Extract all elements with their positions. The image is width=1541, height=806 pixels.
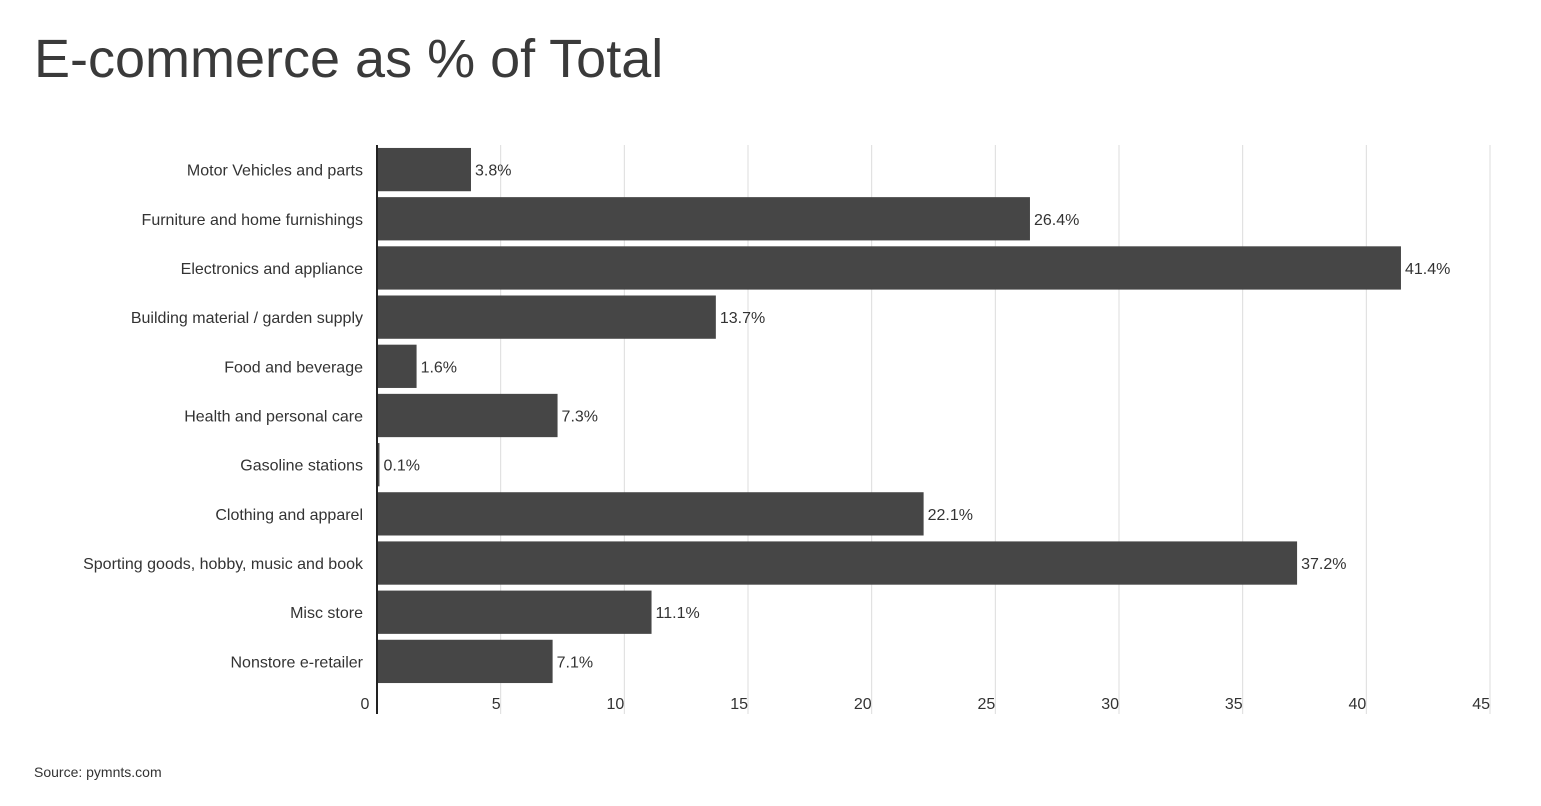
category-label: Nonstore e-retailer	[231, 654, 364, 671]
bar	[377, 443, 380, 487]
source-note: Source: pymnts.com	[34, 764, 162, 780]
category-label: Clothing and apparel	[215, 507, 363, 524]
bar	[377, 639, 553, 684]
category-label: Building material / garden supply	[131, 310, 363, 327]
category-label: Furniture and home furnishings	[142, 212, 363, 229]
category-label: Misc store	[290, 605, 363, 622]
x-tick-label: 5	[492, 696, 501, 713]
bar	[377, 492, 924, 536]
bar	[377, 197, 1030, 241]
data-label: 13.7%	[720, 310, 765, 327]
x-tick-label: 40	[1349, 696, 1367, 713]
data-label: 3.8%	[475, 163, 511, 180]
bar	[377, 246, 1401, 290]
data-labels: 3.8% 26.4% 41.4% 13.7% 1.6% 7.3% 0.1% 22.1% 37.2…	[383, 163, 1450, 672]
bar	[377, 344, 417, 388]
x-tick-label: 10	[607, 696, 625, 713]
data-label: 0.1%	[383, 458, 419, 475]
category-label: Electronics and appliance	[181, 261, 363, 278]
x-tick-label: 45	[1472, 696, 1490, 713]
category-label: Sporting goods, hobby, music and book	[83, 556, 364, 573]
bar	[377, 590, 652, 634]
data-label: 11.1%	[656, 605, 700, 622]
data-label: 26.4%	[1034, 212, 1079, 229]
x-tick-label: 35	[1225, 696, 1243, 713]
bars	[377, 147, 1401, 684]
data-label: 7.1%	[557, 654, 593, 671]
data-label: 7.3%	[562, 409, 598, 426]
bar	[377, 147, 471, 192]
x-axis-ticks: 0 5 10 15 20 25 30 35 40 45	[361, 696, 1491, 713]
chart-title: E-commerce as % of Total	[34, 29, 664, 89]
x-tick-label: 25	[978, 696, 996, 713]
bar	[377, 541, 1298, 585]
data-label: 22.1%	[928, 507, 973, 524]
data-label: 1.6%	[421, 359, 457, 376]
x-tick-label: 15	[730, 696, 748, 713]
category-label: Health and personal care	[184, 409, 363, 426]
data-label: 41.4%	[1405, 261, 1450, 278]
x-tick-label: 0	[361, 696, 370, 713]
bar	[377, 295, 716, 339]
category-label: Motor Vehicles and parts	[187, 163, 363, 180]
category-label: Food and beverage	[224, 359, 363, 376]
category-labels: Motor Vehicles and parts Furniture and ho…	[83, 163, 364, 672]
category-label: Gasoline stations	[240, 458, 363, 475]
x-tick-label: 30	[1101, 696, 1119, 713]
data-label: 37.2%	[1301, 556, 1346, 573]
x-tick-label: 20	[854, 696, 872, 713]
bar	[377, 393, 558, 438]
